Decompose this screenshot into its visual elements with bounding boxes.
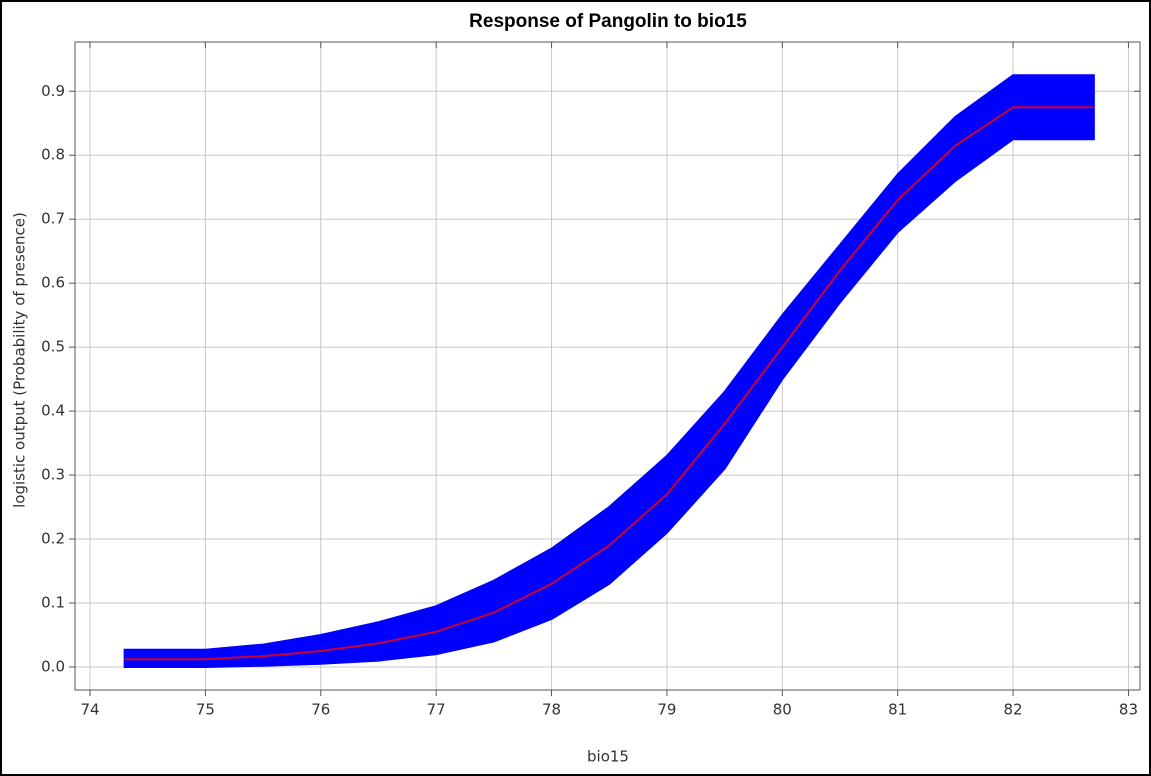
y-tick-label: 0.8: [41, 146, 65, 164]
x-tick-label: 74: [80, 701, 99, 719]
x-tick-label: 81: [888, 701, 907, 719]
y-axis-label: logistic output (Probability of presence…: [11, 212, 29, 508]
plot-frame: [74, 41, 1141, 691]
x-tick-label: 78: [542, 701, 561, 719]
x-tick-label: 77: [427, 701, 446, 719]
chart-title: Response of Pangolin to bio15: [469, 11, 747, 32]
x-tick-label: 76: [311, 701, 330, 719]
response-line: [124, 106, 1094, 661]
y-tick-label: 0.1: [41, 594, 65, 612]
x-tick-label: 83: [1119, 701, 1138, 719]
x-tick-label: 75: [196, 701, 215, 719]
y-tick-label: 0.9: [41, 82, 65, 100]
y-tick-label: 0.3: [41, 466, 65, 484]
x-tick-label: 82: [1004, 701, 1023, 719]
y-tick-label: 0.6: [41, 274, 65, 292]
confidence-band: [123, 74, 1095, 668]
y-tick-label: 0.2: [41, 530, 65, 548]
x-axis-label: bio15: [587, 748, 629, 766]
y-tick-label: 0.5: [41, 338, 65, 356]
x-tick-label: 80: [773, 701, 792, 719]
y-tick-label: 0.7: [41, 210, 65, 228]
y-tick-label: 0.0: [41, 657, 65, 675]
x-tick-label: 79: [657, 701, 676, 719]
y-tick-label: 0.4: [41, 402, 65, 420]
